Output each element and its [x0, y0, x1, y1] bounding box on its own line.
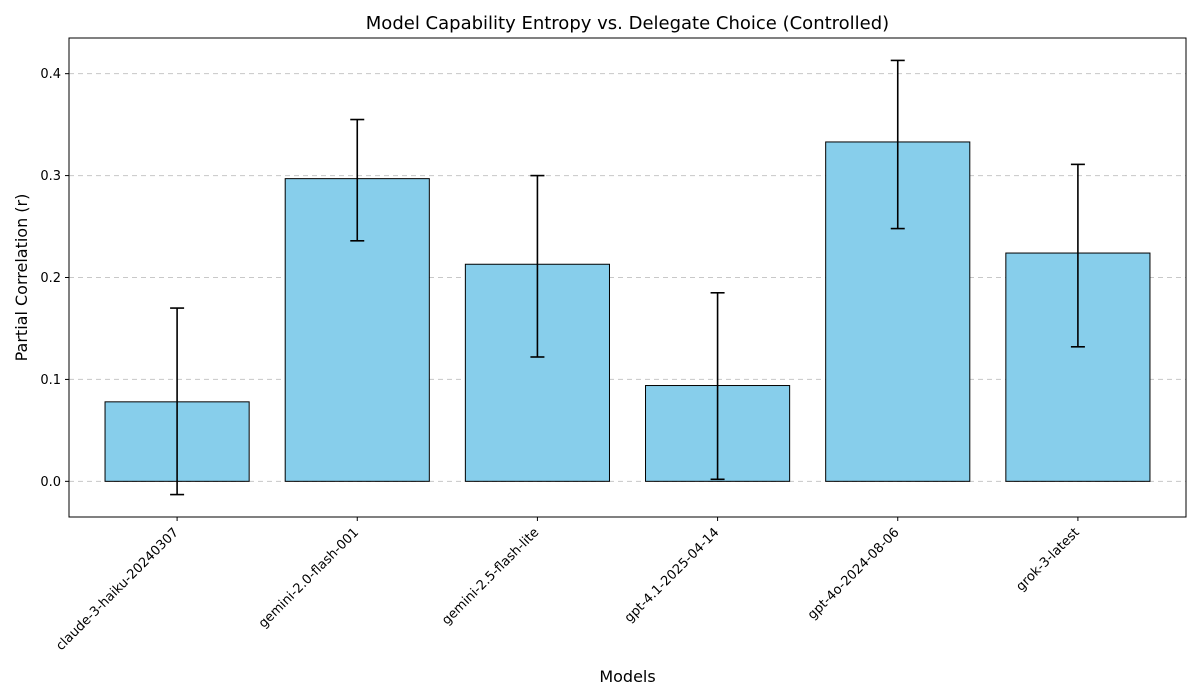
y-tick-label: 0.0 [40, 475, 61, 490]
y-tick-label: 0.2 [40, 271, 61, 286]
error-bars [170, 59, 1085, 496]
x-axis-ticks: claude-3-haiku-20240307 gemini-2.0-flash-… [53, 517, 1083, 654]
error-bar-grok-3-latest [1070, 163, 1085, 348]
error-bar-gpt-4o-2024-08-06 [890, 59, 905, 230]
error-bar-gemini-2.5-flash-lite [530, 174, 545, 358]
error-bar-gemini-2.0-flash-001 [350, 118, 365, 242]
y-axis-label: Partial Correlation (r) [12, 194, 31, 362]
x-tick-label: claude-3-haiku-20240307 [53, 525, 182, 654]
y-tick-label: 0.3 [40, 169, 61, 184]
bars [104, 141, 1151, 482]
x-tick-label: gemini-2.5-flash-lite [439, 525, 542, 628]
x-tick-label: gpt-4.1-2025-04-14 [622, 525, 723, 626]
x-tick-label: grok-3-latest [1013, 525, 1082, 594]
y-axis-ticks: 0.0 0.1 0.2 0.3 0.4 [40, 67, 69, 490]
error-bar-gpt-4.1-2025-04-14 [710, 291, 725, 481]
error-bar-claude-3-haiku-20240307 [170, 307, 185, 496]
grid-lines [69, 73, 1186, 482]
x-tick-label: gemini-2.0-flash-001 [256, 525, 362, 631]
y-tick-label: 0.4 [40, 67, 61, 82]
chart-title: Model Capability Entropy vs. Delegate Ch… [366, 13, 889, 34]
x-axis-label: Models [599, 667, 655, 686]
y-tick-label: 0.1 [40, 373, 61, 388]
x-tick-label: gpt-4o-2024-08-06 [805, 525, 903, 623]
